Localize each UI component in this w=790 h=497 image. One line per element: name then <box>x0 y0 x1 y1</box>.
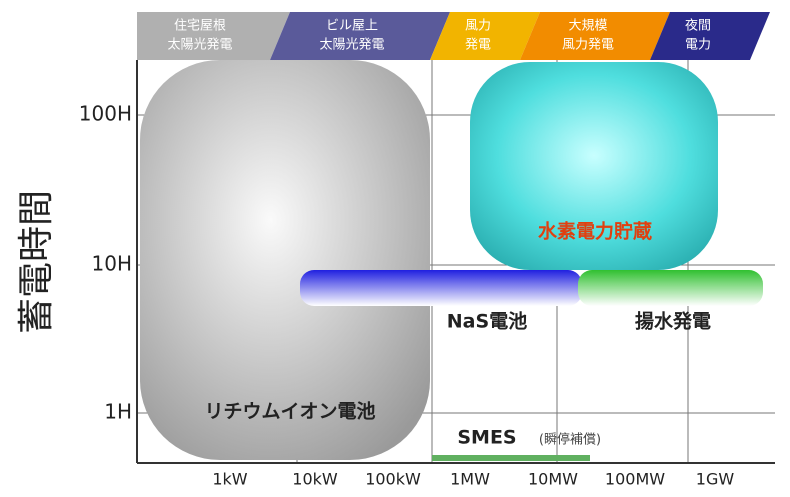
band-label: 風力発電 <box>562 38 614 53</box>
x-tick-label: 100kW <box>365 470 421 489</box>
y-tick-label: 100H <box>79 102 132 126</box>
band-label: 発電 <box>465 38 491 53</box>
region-label: NaS電池 <box>447 310 527 333</box>
region-label: リチウムイオン電池 <box>204 400 375 423</box>
band-label: ビル屋上 <box>326 19 378 34</box>
hydrogen-region <box>470 62 718 270</box>
smes-region <box>432 455 590 461</box>
region-label: SMES <box>457 427 516 449</box>
band-label: 夜間 <box>685 19 711 34</box>
x-tick-labels: 1kW 10kW 100kW 1MW 10MW 100MW 1GW <box>212 470 734 489</box>
x-tick-label: 10MW <box>528 470 578 489</box>
band <box>430 12 540 60</box>
region-note: (瞬停補償) <box>539 432 601 448</box>
y-axis-title: 蓄電時間 <box>16 190 57 334</box>
band-labels: 住宅屋根 太陽光発電 ビル屋上 太陽光発電 風力 発電 大規模 風力発電 夜間 … <box>167 19 711 53</box>
band-label: 住宅屋根 <box>174 19 226 34</box>
nas-region <box>300 270 582 306</box>
band-label: 風力 <box>465 19 491 34</box>
y-tick-labels: 100H 10H 1H <box>79 102 132 424</box>
x-tick-label: 1MW <box>450 470 490 489</box>
top-bands <box>137 12 770 60</box>
band <box>520 12 670 60</box>
band <box>270 12 450 60</box>
region-label: 揚水発電 <box>635 310 711 333</box>
x-tick-label: 100MW <box>605 470 665 489</box>
lithium-region <box>140 60 430 460</box>
region-label: 水素電力貯蔵 <box>538 220 652 243</box>
band-label: 電力 <box>685 38 711 53</box>
y-tick-label: 10H <box>92 252 133 276</box>
band <box>137 12 290 60</box>
y-tick-label: 1H <box>104 400 132 424</box>
region-labels: リチウムイオン電池 水素電力貯蔵 NaS電池 揚水発電 SMES (瞬停補償) <box>204 220 711 449</box>
band-label: 大規模 <box>568 19 607 34</box>
x-tick-label: 1kW <box>212 470 247 489</box>
x-tick-label: 10kW <box>292 470 338 489</box>
band-label: 太陽光発電 <box>167 38 232 53</box>
band <box>650 12 770 60</box>
band-label: 太陽光発電 <box>319 38 384 53</box>
pumped-region <box>578 270 763 306</box>
x-tick-label: 1GW <box>696 470 735 489</box>
